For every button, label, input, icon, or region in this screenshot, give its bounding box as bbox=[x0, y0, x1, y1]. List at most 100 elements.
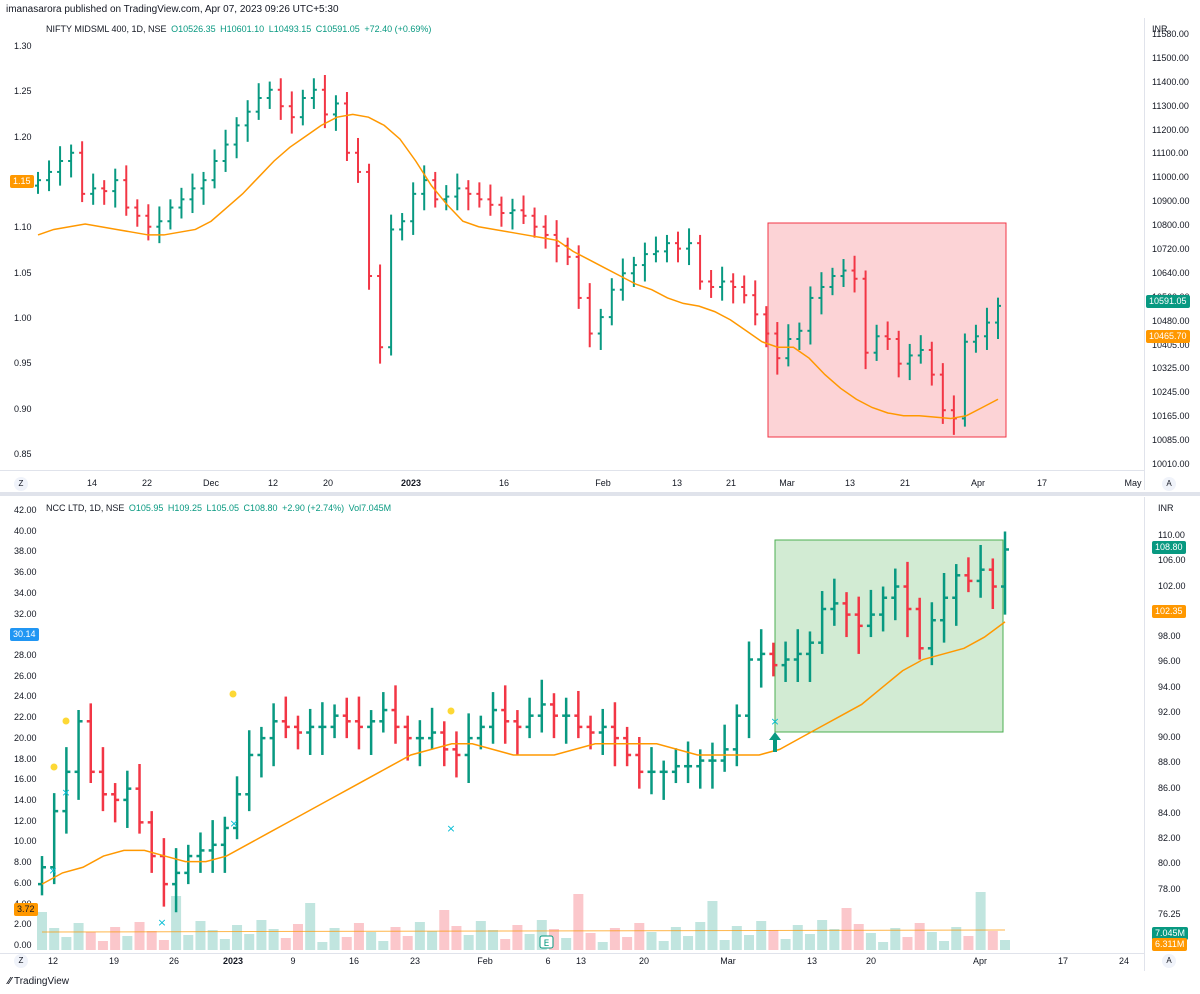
volume-bar-69 bbox=[878, 942, 889, 950]
volume-bar-44 bbox=[573, 894, 584, 950]
volume-bar-47 bbox=[609, 928, 620, 950]
volume-bar-72 bbox=[914, 923, 925, 950]
top-high: H10601.10 bbox=[220, 24, 265, 34]
volume-bar-77 bbox=[975, 892, 986, 950]
top-left-tick-8: 0.90 bbox=[14, 403, 32, 414]
bottom-right-tick-2: 102.00 bbox=[1158, 580, 1186, 591]
top-zoom-button[interactable]: Z bbox=[14, 477, 28, 491]
bottom-close: C108.80 bbox=[243, 503, 278, 513]
earnings-flag-letter: E bbox=[544, 939, 550, 949]
bottom-left-tick-20: 2.00 bbox=[14, 919, 32, 930]
volume-bar-22 bbox=[305, 903, 316, 950]
bottom-time-label-0: 12 bbox=[47, 956, 58, 966]
top-right-tick-4: 11200.00 bbox=[1152, 124, 1189, 135]
volume-bar-43 bbox=[561, 938, 572, 950]
bottom-right-tick-10: 86.00 bbox=[1158, 782, 1181, 793]
bottom-right-tick-14: 78.00 bbox=[1158, 883, 1181, 894]
bottom-time-label-13: 20 bbox=[865, 956, 876, 966]
volume-bar-28 bbox=[378, 941, 389, 950]
bottom-open: O105.95 bbox=[128, 503, 164, 513]
bottom-time-label-5: 16 bbox=[348, 956, 359, 966]
bottom-time-label-10: 20 bbox=[638, 956, 649, 966]
volume-bar-2 bbox=[61, 937, 72, 950]
volume-bar-58 bbox=[744, 935, 755, 950]
bottom-left-tick-2: 38.00 bbox=[14, 546, 37, 557]
top-auto-scale-button[interactable]: A bbox=[1162, 477, 1176, 491]
volume-bar-79 bbox=[1000, 940, 1010, 950]
bottom-right-tick-5: 96.00 bbox=[1158, 656, 1181, 667]
volume-bar-62 bbox=[792, 925, 803, 950]
bottom-left-tick-9: 24.00 bbox=[14, 691, 37, 702]
top-left-tick-7: 0.95 bbox=[14, 358, 32, 369]
top-price-tag: 10591.05 bbox=[1146, 295, 1190, 308]
volume-bar-42 bbox=[548, 929, 559, 950]
bottom-auto-scale-button[interactable]: A bbox=[1162, 954, 1176, 968]
pane-separator[interactable] bbox=[0, 492, 1200, 496]
bottom-left-tick-10: 22.00 bbox=[14, 712, 37, 723]
volume-bar-20 bbox=[280, 938, 291, 950]
bottom-left-tick-17: 8.00 bbox=[14, 857, 32, 868]
volume-bar-61 bbox=[780, 939, 791, 950]
cross-marker-3: × bbox=[229, 817, 238, 830]
top-time-label-14: 17 bbox=[1036, 478, 1047, 488]
bottom-time-label-3: 2023 bbox=[222, 956, 244, 966]
top-time-label-11: 13 bbox=[844, 478, 855, 488]
bottom-high: H109.25 bbox=[167, 503, 202, 513]
bottom-highlight-box bbox=[774, 539, 1004, 733]
bottom-time-label-12: 13 bbox=[806, 956, 817, 966]
volume-bar-41 bbox=[536, 920, 547, 950]
cross-marker-5: × bbox=[770, 715, 779, 728]
volume-bar-60 bbox=[768, 930, 779, 950]
volume-bar-21 bbox=[292, 924, 303, 950]
top-low: L10493.15 bbox=[268, 24, 312, 34]
volume-bar-38 bbox=[500, 939, 511, 950]
volume-bar-55 bbox=[707, 901, 718, 950]
bottom-symbol[interactable]: NCC LTD, 1D, NSE bbox=[46, 503, 125, 513]
bottom-right-tick-7: 92.00 bbox=[1158, 706, 1181, 717]
bottom-left-tick-12: 18.00 bbox=[14, 753, 37, 764]
top-right-tick-15: 10245.00 bbox=[1152, 387, 1190, 398]
top-right-tick-7: 10900.00 bbox=[1152, 196, 1190, 207]
top-right-tick-2: 11400.00 bbox=[1152, 76, 1189, 87]
volume-bar-13 bbox=[195, 921, 206, 950]
volume-bar-27 bbox=[366, 932, 377, 950]
bottom-zoom-button[interactable]: Z bbox=[14, 954, 28, 968]
bottom-right-tick-9: 88.00 bbox=[1158, 757, 1181, 768]
top-right-tick-12: 10480.00 bbox=[1152, 315, 1190, 326]
volume-bar-16 bbox=[232, 925, 243, 950]
volume-bar-14 bbox=[207, 930, 218, 950]
cross-marker-1: × bbox=[61, 786, 70, 799]
top-currency: INR bbox=[1152, 24, 1168, 34]
top-right-tick-10: 10640.00 bbox=[1152, 267, 1190, 278]
top-right-tick-16: 10165.00 bbox=[1152, 411, 1190, 422]
bottom-time-label-15: 17 bbox=[1057, 956, 1068, 966]
bottom-time-axis-border bbox=[0, 953, 1144, 954]
top-time-label-4: 20 bbox=[322, 478, 333, 488]
bottom-time-label-7: Feb bbox=[477, 956, 493, 966]
bottom-time-label-2: 26 bbox=[168, 956, 179, 966]
top-right-tick-5: 11100.00 bbox=[1152, 148, 1189, 159]
bottom-left-tick-18: 6.00 bbox=[14, 877, 32, 888]
bottom-right-tick-0: 110.00 bbox=[1158, 530, 1185, 540]
volume-bar-64 bbox=[817, 920, 828, 950]
top-change: +72.40 (+0.69%) bbox=[364, 24, 432, 34]
top-right-tick-6: 11000.00 bbox=[1152, 172, 1189, 183]
volume-bar-19 bbox=[268, 929, 279, 950]
volume-bar-70 bbox=[890, 928, 901, 950]
volume-bar-76 bbox=[963, 936, 974, 950]
top-symbol[interactable]: NIFTY MIDSML 400, 1D, NSE bbox=[46, 24, 167, 34]
volume-bar-15 bbox=[219, 939, 230, 950]
bottom-right-tick-13: 80.00 bbox=[1158, 858, 1181, 869]
volume-bar-78 bbox=[987, 931, 998, 950]
bottom-time-label-14: Apr bbox=[972, 956, 987, 966]
volume-bar-37 bbox=[488, 930, 499, 950]
top-left-tick-4: 1.10 bbox=[14, 222, 32, 233]
top-right-tick-9: 10720.00 bbox=[1152, 244, 1190, 254]
top-time-label-1: 22 bbox=[141, 478, 152, 488]
top-right-tick-0: 11580.00 bbox=[1152, 29, 1189, 39]
volume-bar-8 bbox=[134, 922, 145, 950]
tradingview-logo[interactable]: ⁄⁄ TradingView bbox=[8, 976, 69, 987]
bottom-price-tag: 108.80 bbox=[1152, 541, 1186, 554]
volume-bar-53 bbox=[683, 936, 694, 950]
